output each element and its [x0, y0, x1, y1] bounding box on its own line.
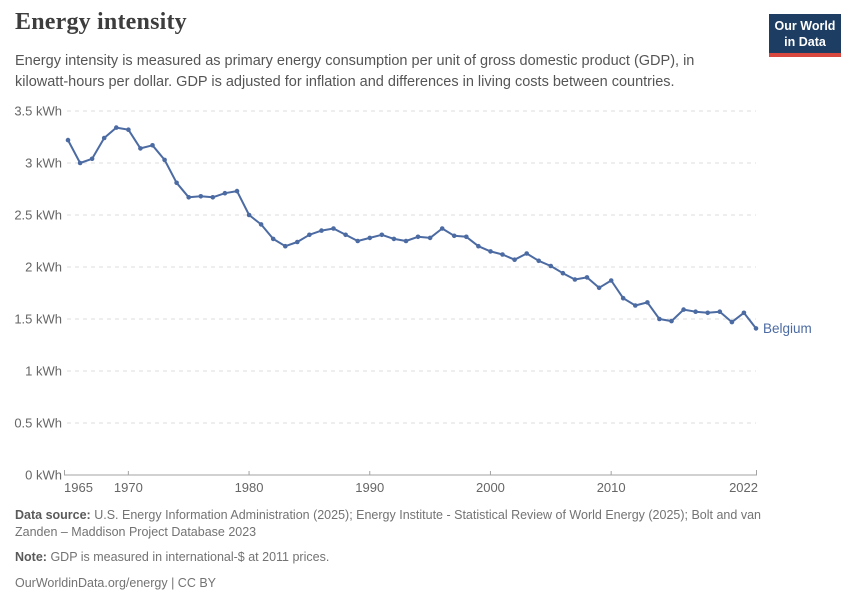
data-point: [741, 310, 747, 316]
data-point: [367, 235, 373, 241]
y-tick-label: 2 kWh: [25, 260, 62, 275]
y-tick-label: 0.5 kWh: [14, 416, 62, 431]
data-point: [89, 156, 95, 162]
data-point: [331, 226, 336, 231]
chart-footer: Data source: U.S. Energy Information Adm…: [15, 507, 840, 599]
data-point: [403, 238, 409, 244]
owid-logo-line1: Our World: [774, 19, 836, 33]
data-point: [645, 300, 650, 305]
data-point: [560, 270, 566, 276]
data-point: [101, 135, 107, 141]
data-point: [319, 228, 324, 233]
data-point: [536, 258, 541, 264]
data-point: [126, 127, 131, 132]
data-point: [295, 239, 300, 245]
data-point: [222, 190, 228, 196]
data-point: [415, 234, 421, 240]
data-point: [174, 180, 179, 186]
data-point: [270, 236, 276, 242]
data-point: [210, 195, 216, 200]
data-point: [608, 278, 614, 283]
x-tick-label: 2000: [476, 480, 505, 495]
y-tick-label: 2.5 kWh: [14, 208, 62, 223]
x-tick-label: 1980: [235, 480, 264, 495]
data-point: [500, 252, 505, 257]
chart-subtitle-line2: kilowatt-hours per dollar. GDP is adjust…: [15, 74, 675, 91]
y-tick-label: 0 kWh: [25, 468, 62, 483]
data-point: [77, 160, 83, 166]
line-chart-canvas: 0 kWh 0.5 kWh 1 kWh 1.5 kWh 2 kWh 2.5 kWh 3 kW…: [14, 104, 812, 496]
series-end-label: Belgium: [763, 321, 812, 336]
data-point: [717, 309, 723, 314]
owid-logo: Our World in Data: [769, 14, 841, 57]
data-point: [524, 251, 529, 256]
data-point: [669, 318, 674, 324]
chart-subtitle-line1: Energy intensity is measured as primary …: [15, 53, 695, 69]
data-source-label: Data source:: [15, 508, 91, 522]
data-point: [379, 232, 385, 238]
data-point: [693, 309, 698, 314]
data-point: [464, 234, 469, 240]
data-point: [476, 243, 481, 249]
data-point: [657, 316, 662, 322]
page-title: Energy intensity: [15, 9, 187, 35]
data-point: [283, 243, 288, 249]
y-tick-label: 1.5 kWh: [14, 312, 62, 327]
chart-subtitle: Energy intensity is measured as primary …: [15, 51, 735, 93]
y-tick-label: 3 kWh: [25, 156, 62, 171]
data-point: [258, 222, 264, 227]
data-source-text-line1: U.S. Energy Information Administration (…: [94, 508, 761, 522]
data-point: [114, 125, 119, 130]
data-point: [633, 303, 638, 308]
data-source-line: Data source: U.S. Energy Information Adm…: [15, 507, 840, 542]
data-point: [391, 236, 397, 242]
data-point: [150, 143, 155, 148]
x-tick-label: 1970: [114, 480, 143, 495]
note-line: Note: GDP is measured in international-$…: [15, 549, 840, 566]
data-point: [162, 157, 167, 163]
x-tick-label: 2022: [729, 480, 758, 495]
data-point: [186, 195, 191, 200]
data-point: [246, 212, 252, 218]
x-tick-label: 2010: [597, 480, 626, 495]
data-point: [234, 188, 240, 194]
data-point: [65, 137, 71, 143]
data-point: [548, 263, 554, 269]
data-point: [198, 194, 204, 199]
data-point: [451, 233, 457, 239]
data-point: [427, 235, 433, 241]
data-point: [572, 277, 578, 282]
license-line: OurWorldinData.org/energy | CC BY: [15, 575, 217, 590]
y-tick-label: 3.5 kWh: [14, 104, 62, 119]
data-point: [705, 310, 710, 316]
series-line-belgium: [67, 126, 757, 330]
y-tick-label: 1 kWh: [25, 364, 62, 379]
x-tick-label: 1965: [64, 480, 93, 495]
data-point: [620, 295, 626, 301]
x-tick-label: 1990: [355, 480, 384, 495]
x-axis-end-tick: [64, 470, 757, 475]
data-point: [138, 146, 143, 151]
owid-logo-line2: in Data: [784, 35, 826, 49]
data-point: [596, 285, 602, 291]
note-label: Note:: [15, 549, 47, 564]
data-point: [584, 275, 590, 280]
data-point: [355, 238, 361, 244]
data-point: [307, 232, 312, 238]
data-point: [681, 307, 686, 312]
note-text: GDP is measured in international-$ at 20…: [50, 549, 330, 564]
data-point: [488, 249, 493, 254]
data-point: [512, 257, 517, 262]
data-point: [729, 319, 735, 325]
data-point: [343, 232, 348, 238]
data-source-text-line2: Zanden – Maddison Project Database 2023: [15, 525, 257, 540]
data-point: [439, 226, 445, 231]
data-point: [753, 326, 759, 331]
